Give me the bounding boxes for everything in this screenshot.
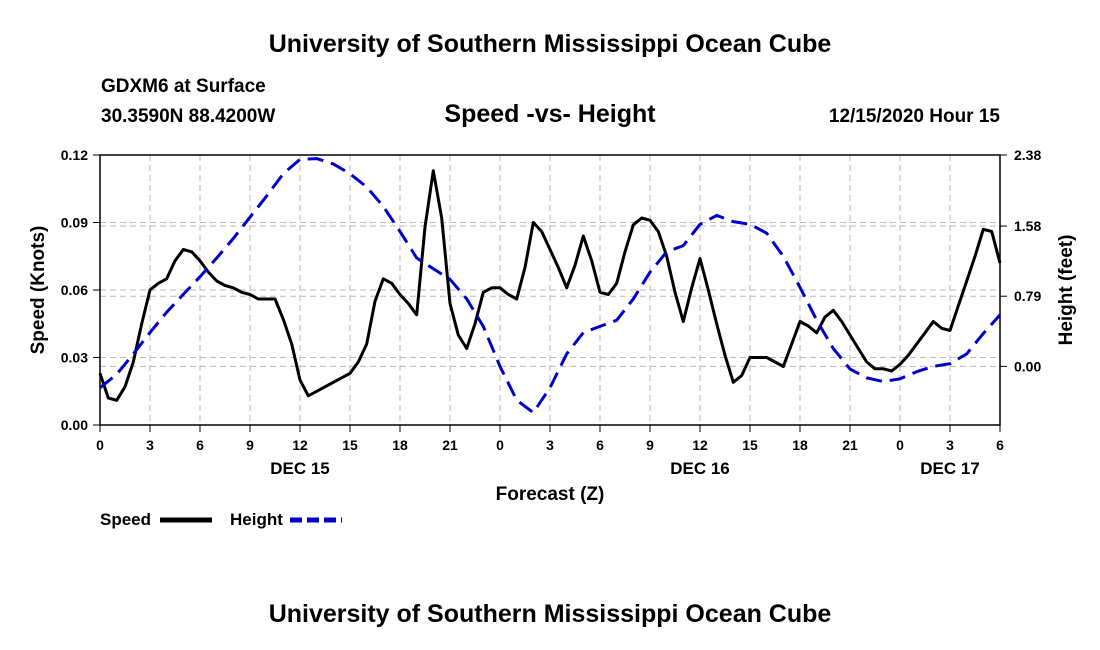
x-tick-label: 12 xyxy=(292,437,308,453)
x-tick-label: 6 xyxy=(996,437,1004,453)
x-tick-label: 0 xyxy=(496,437,504,453)
y-left-tick-label: 0.00 xyxy=(61,417,88,433)
x-tick-label: 3 xyxy=(546,437,554,453)
footer-title: University of Southern Mississippi Ocean… xyxy=(268,600,832,628)
x-tick-label: 18 xyxy=(792,437,808,453)
x-tick-label: 18 xyxy=(392,437,408,453)
x-tick-label: 12 xyxy=(692,437,708,453)
datetime-label: 12/15/2020 Hour 15 xyxy=(828,106,1000,127)
x-tick-label: 21 xyxy=(842,437,858,453)
x-tick-label: 9 xyxy=(646,437,654,453)
plot-frame xyxy=(99,154,1001,426)
legend-height-label: Height xyxy=(230,510,283,529)
y-left-tick-label: 0.06 xyxy=(61,282,88,298)
chart-title: University of Southern Mississippi Ocean… xyxy=(268,30,832,58)
x-tick-label: 9 xyxy=(246,437,254,453)
x-tick-label: 0 xyxy=(96,437,104,453)
y-right-tick-label: 0.00 xyxy=(1014,358,1041,374)
y-left-tick-label: 0.03 xyxy=(61,350,88,366)
x-axis-title: Forecast (Z) xyxy=(496,484,605,505)
legend-speed-label: Speed xyxy=(100,510,152,529)
day-label: DEC 16 xyxy=(670,459,730,478)
x-tick-label: 15 xyxy=(742,437,758,453)
y-left-axis-title: Speed (Knots) xyxy=(28,226,49,355)
plot-title: Speed -vs- Height xyxy=(444,100,656,128)
series-line-height xyxy=(99,157,1002,415)
y-left-tick-label: 0.12 xyxy=(61,147,88,163)
location-label: 30.3590N 88.4200W xyxy=(101,106,276,127)
day-label: DEC 15 xyxy=(270,459,330,478)
x-tick-label: 3 xyxy=(146,437,154,453)
y-left-tick-label: 0.09 xyxy=(61,215,88,231)
x-tick-label: 0 xyxy=(896,437,904,453)
x-tick-label: 21 xyxy=(442,437,458,453)
y-right-tick-label: 1.58 xyxy=(1014,218,1041,234)
y-right-tick-label: 2.38 xyxy=(1014,147,1041,163)
station-label: GDXM6 at Surface xyxy=(101,76,266,97)
x-tick-label: 3 xyxy=(946,437,954,453)
day-label: DEC 17 xyxy=(920,459,980,478)
y-right-tick-label: 0.79 xyxy=(1014,288,1041,304)
x-tick-label: 6 xyxy=(596,437,604,453)
series-line-speed xyxy=(98,169,1002,402)
y-right-axis-title: Height (feet) xyxy=(1056,235,1077,346)
x-tick-label: 15 xyxy=(342,437,358,453)
x-tick-label: 6 xyxy=(196,437,204,453)
